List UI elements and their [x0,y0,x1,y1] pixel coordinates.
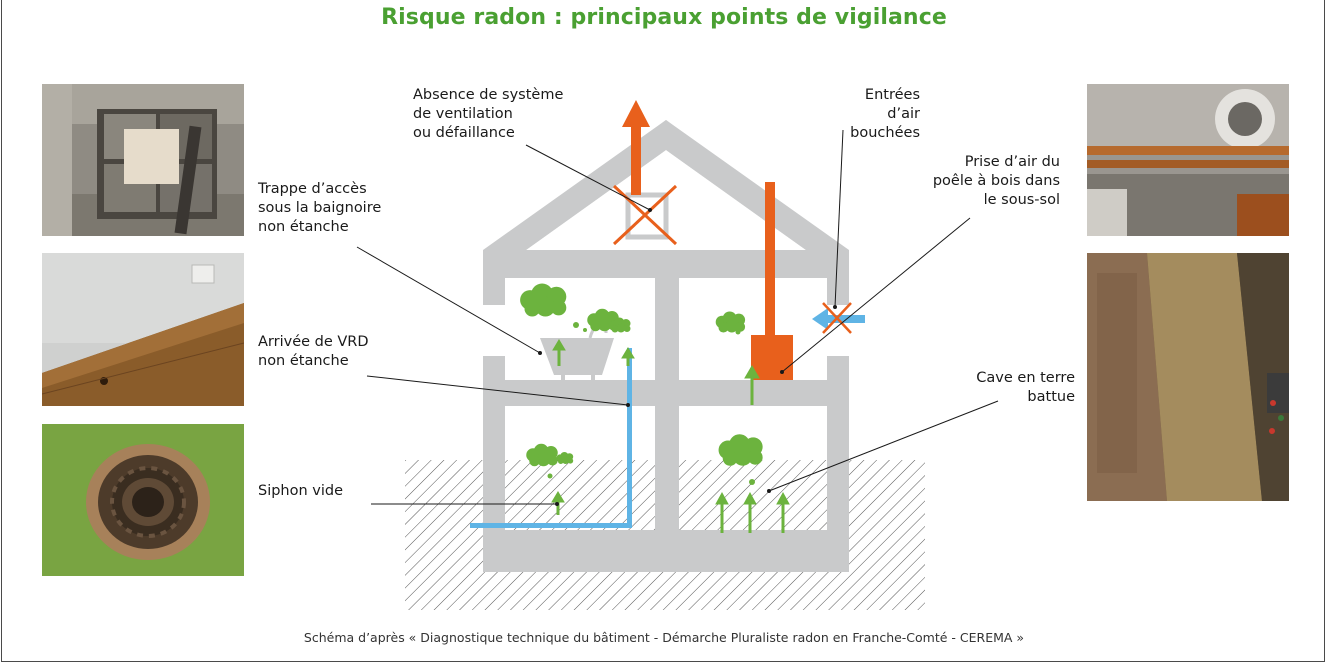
radon-arrows [551,339,790,533]
vrd-pipe [470,348,632,528]
roof [483,120,849,250]
label-vrd-inlet: Arrivée de VRD non étanche [258,334,369,369]
figure-title: Risque radon : principaux points de vigi… [381,5,947,30]
source-caption: Schéma d’après « Diagnostique technique … [303,630,1025,645]
ventilation-arrow [622,100,650,195]
wood-stove [751,182,793,380]
attic-vent [612,184,678,246]
label-siphon: Siphon vide [258,483,344,499]
label-bath-hatch: Trappe d’accès sous la baignoire non éta… [258,181,382,235]
label-ventilation: Absence de système de ventilation ou déf… [413,87,564,141]
bathtub [540,323,614,381]
earth-cellar-photo [1087,253,1289,501]
radon-clouds [520,283,763,485]
air-inlet-arrow [812,302,865,334]
pipes-wall-photo [1087,84,1289,236]
floor-drain-photo [42,424,244,576]
label-air-inlets: Entrées d’air bouchées [850,87,920,141]
label-stove-air-intake: Prise d’air du poêle à bois dans le sous… [932,154,1060,208]
leader-lines [356,129,999,506]
wall-floor-joint-photo [42,253,244,406]
label-earth-cellar: Cave en terre battue [976,370,1075,405]
wall-hatch-photo [42,84,244,236]
